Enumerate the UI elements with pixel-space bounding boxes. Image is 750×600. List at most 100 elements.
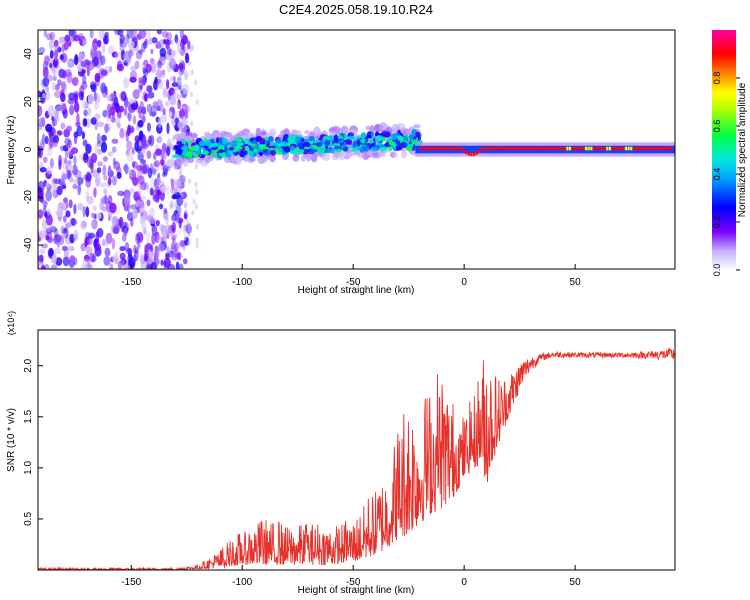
heatmap-cell: [132, 160, 138, 169]
heatmap-cell: [139, 84, 143, 90]
heatmap-cell: [459, 146, 462, 151]
heatmap-cell: [598, 146, 601, 151]
heatmap-cell: [174, 201, 178, 208]
heatmap-cell: [132, 89, 140, 100]
heatmap-cell: [238, 142, 245, 146]
heatmap-cell: [146, 150, 152, 159]
heatmap-cell: [47, 105, 56, 117]
colorbar-tick-label: 0.8: [712, 72, 722, 85]
heatmap-cell: [512, 146, 516, 151]
snr-y-label: SNR (10 * v/v): [6, 408, 17, 472]
heatmap-cell: [144, 248, 149, 260]
heatmap-cell: [321, 153, 331, 161]
heatmap-cell: [68, 150, 75, 156]
heatmap-cell: [38, 261, 41, 269]
heatmap-cell: [175, 218, 179, 225]
heatmap-cell: [161, 69, 166, 76]
heatmap-cell: [93, 187, 97, 198]
heatmap-cell: [377, 143, 382, 147]
heatmap-cell: [87, 60, 95, 71]
heatmap-cell: [182, 148, 189, 154]
heatmap-cell: [46, 166, 53, 175]
heatmap-cell: [171, 221, 177, 234]
heatmap-cell: [59, 181, 67, 188]
heatmap-cell: [156, 60, 163, 69]
heatmap-cell: [125, 247, 133, 255]
heatmap-cell: [73, 30, 77, 38]
heatmap-cell: [137, 175, 145, 185]
heatmap-cell: [85, 190, 90, 200]
heatmap-cell: [39, 248, 46, 255]
heatmap-cell: [73, 229, 79, 241]
heatmap-cell: [90, 117, 97, 125]
heatmap-cell: [83, 109, 88, 117]
heatmap-cell: [520, 146, 524, 151]
heatmap-cell: [104, 123, 109, 134]
heatmap-cell: [100, 197, 107, 204]
heatmap-cell: [101, 43, 106, 54]
heatmap-cell: [45, 234, 50, 241]
heatmap-cell: [54, 84, 60, 91]
heatmap-cell: [109, 202, 117, 214]
heatmap-cell: [145, 231, 151, 243]
heatmap-cell: [62, 145, 69, 152]
heatmap-cell: [123, 77, 130, 89]
heatmap-cell: [165, 100, 171, 107]
heatmap-cell: [624, 146, 628, 151]
heatmap-cell: [156, 30, 163, 35]
heatmap-cell: [635, 146, 638, 151]
heatmap-cell: [80, 60, 86, 68]
heatmap-cell: [63, 215, 67, 223]
heatmap-cell: [101, 134, 107, 142]
heatmap-cell: [178, 171, 183, 180]
heatmap-cell: [190, 69, 194, 76]
heatmap-cell: [539, 146, 542, 151]
heatmap-cell: [53, 178, 62, 185]
heatmap-cell: [86, 256, 91, 268]
heatmap-cell: [99, 201, 104, 211]
heatmap-cell: [294, 136, 302, 144]
heatmap-cell: [176, 37, 181, 48]
heatmap-cell: [156, 177, 161, 186]
heatmap-cell: [145, 242, 152, 250]
colorbar-tick-label: 0.2: [712, 216, 722, 229]
heatmap-cell: [45, 91, 51, 101]
heatmap-cell: [85, 177, 92, 188]
heatmap-cell: [312, 126, 322, 137]
x-tick-label: -150: [121, 577, 141, 588]
heatmap-cell: [182, 83, 190, 95]
heatmap-cell: [141, 61, 146, 71]
heatmap-cell: [427, 146, 430, 151]
heatmap-cell: [140, 214, 145, 224]
heatmap-cell: [290, 145, 295, 152]
heatmap-cell: [83, 254, 90, 262]
heatmap-cell: [170, 178, 175, 191]
heatmap-cell: [84, 173, 89, 182]
heatmap-cell: [176, 121, 183, 129]
x-tick-label: -50: [346, 277, 361, 288]
heatmap-cell: [46, 33, 53, 41]
heatmap-cell: [109, 106, 116, 116]
heatmap-cell: [100, 69, 108, 77]
heatmap-x-label: Height of straight line (km): [298, 285, 415, 296]
heatmap-cell: [54, 90, 62, 99]
heatmap-cell: [159, 56, 166, 66]
heatmap-cell: [430, 146, 433, 151]
heatmap-cell: [130, 127, 134, 133]
heatmap-cell: [181, 68, 185, 75]
heatmap-cell: [174, 133, 183, 141]
heatmap-cell: [119, 245, 126, 252]
heatmap-cell: [42, 66, 49, 79]
heatmap-cell: [187, 40, 191, 50]
heatmap-cell: [162, 108, 166, 115]
heatmap-cell: [97, 161, 103, 167]
heatmap-cell: [174, 86, 178, 93]
heatmap-cell: [113, 96, 119, 107]
heatmap-cell: [494, 146, 497, 151]
heatmap-cell: [171, 255, 178, 261]
heatmap-cell: [88, 232, 96, 239]
heatmap-cell: [102, 241, 109, 247]
heatmap-cell: [178, 263, 184, 269]
heatmap-cell: [126, 112, 131, 119]
